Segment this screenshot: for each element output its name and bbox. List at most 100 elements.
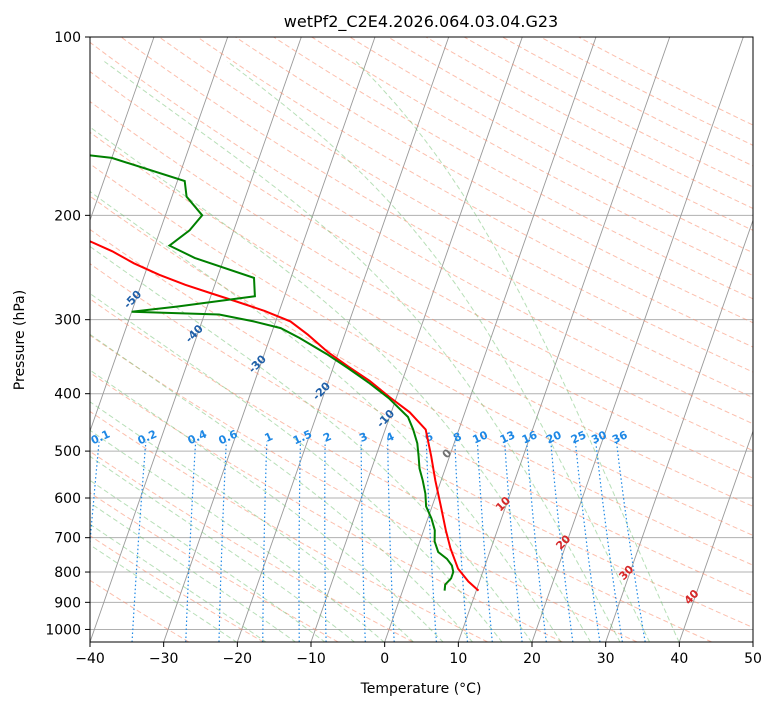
moist-adiabat-line [90, 479, 326, 642]
mixing-ratio-line [425, 441, 437, 642]
dry-adiabat-line [90, 163, 753, 536]
background-lines [0, 37, 753, 642]
dry-adiabat-line [90, 450, 414, 642]
y-tick-label: 400 [54, 387, 81, 403]
isotherm-line [752, 640, 753, 642]
mixing-ratio-label: 1 [263, 430, 275, 445]
moist-adiabat-line [90, 292, 503, 642]
y-tick-label: 100 [54, 30, 81, 46]
mixing-ratio-label: 16 [520, 428, 540, 446]
y-tick-label: 300 [54, 313, 81, 329]
adiabat-label: 10 [493, 494, 513, 514]
mixing-ratio-label: 1.5 [291, 427, 314, 447]
dry-adiabat-line [90, 195, 753, 566]
isotherm-line [457, 37, 671, 642]
dry-adiabat-line [90, 41, 753, 425]
mixing-ratio-line [504, 441, 523, 642]
isotherm-line [678, 429, 753, 642]
moist-adiabat-line [90, 455, 356, 642]
adiabat-label: -50 [121, 288, 144, 312]
moist-adiabat-line [90, 126, 591, 642]
x-tick-label: 10 [449, 651, 467, 667]
x-tick-label: 30 [597, 651, 615, 667]
mixing-ratio-line [476, 441, 493, 642]
moist-adiabat-line [90, 245, 532, 642]
mixing-ratio-label: 4 [384, 430, 397, 445]
dry-adiabat-line [90, 579, 190, 642]
chart-title: wetPf2_C2E4.2026.064.03.04.G23 [284, 12, 558, 32]
dry-adiabat-line [501, 37, 753, 167]
dry-adiabat-line [158, 37, 753, 373]
y-tick-label: 200 [54, 208, 81, 224]
mixing-ratio-line [131, 441, 147, 642]
mixing-ratio-label: 0.2 [136, 427, 159, 447]
dry-adiabat-line [348, 37, 753, 254]
dry-adiabat-line [90, 100, 753, 479]
mixing-ratio-label: 36 [610, 428, 630, 446]
moist-adiabat-line [90, 523, 267, 642]
dry-adiabat-line [90, 263, 753, 629]
isotherm-line [310, 37, 523, 642]
mixing-ratio-line [615, 441, 646, 642]
dry-adiabat-line [90, 535, 264, 642]
x-tick-label: 20 [523, 651, 541, 667]
y-tick-label: 900 [54, 595, 81, 611]
mixing-ratio-line [574, 441, 601, 642]
dry-adiabat-line [234, 37, 753, 324]
mixing-ratio-line [387, 441, 395, 642]
mixing-ratio-label: 0.6 [217, 427, 240, 447]
adiabat-label: 30 [616, 563, 636, 583]
moist-adiabat-line [90, 502, 297, 642]
y-axis-label: Pressure (hPa) [12, 290, 28, 390]
moist-adiabat-line [90, 369, 444, 642]
mixing-ratio-label: 30 [589, 428, 609, 446]
dry-adiabat-line [196, 37, 753, 348]
dry-adiabat-line [577, 37, 753, 126]
isotherm-line [90, 37, 155, 222]
profiles [90, 154, 480, 592]
x-tick-label: −10 [296, 651, 326, 667]
isotherm-line [0, 37, 7, 642]
mixing-ratio-labels: 0.1 0.2 0.4 0.6 1 1.5 2 3 4 6 8 10 13 16 20 25 30 36 [89, 427, 630, 447]
moist-adiabat-line [90, 190, 562, 642]
moist-adiabat-line [355, 61, 680, 642]
isotherm-line [605, 218, 753, 642]
x-tick-label: 50 [744, 651, 762, 667]
mixing-ratio-line [262, 441, 268, 642]
y-tick-label: 1000 [45, 622, 81, 638]
x-tick-label: 0 [380, 651, 389, 667]
mixing-ratio-line [595, 441, 623, 642]
dry-adiabat-line [120, 37, 753, 399]
mixing-ratio-line [298, 441, 301, 642]
dry-adiabat-line [90, 131, 753, 507]
isotherm-line [163, 37, 376, 642]
isotherm-line [236, 37, 450, 642]
mixing-ratio-line [526, 441, 547, 642]
mixing-ratio-label: 2 [321, 430, 333, 445]
dry-adiabat-line [90, 410, 488, 642]
x-tick-label: −30 [149, 651, 179, 667]
moist-adiabat-line [90, 401, 415, 642]
adiabat-label: -60 [63, 242, 86, 266]
mixing-ratio-label: 0.4 [186, 427, 209, 447]
mixing-ratio-line [324, 441, 327, 642]
dry-adiabat-line [90, 372, 563, 642]
dry-adiabat-line [90, 70, 753, 452]
isotherm-line [531, 37, 744, 642]
dewpoint-profile [90, 154, 455, 591]
y-tick-label: 800 [54, 565, 81, 581]
dry-adiabat-line [425, 37, 753, 210]
mixing-ratio-line [360, 441, 366, 642]
y-tick-label: 500 [54, 444, 81, 460]
temperature-profile [90, 240, 480, 592]
isotherm-line [384, 37, 597, 642]
y-tick-label: 700 [54, 531, 81, 547]
x-axis-ticks: −40 −30 −20 −10 0 10 20 30 40 50 [75, 642, 762, 667]
y-axis-ticks: 100 200 300 400 500 600 700 800 900 1000 [45, 30, 90, 638]
mixing-ratio-label: 13 [498, 428, 517, 446]
dry-adiabat-line [90, 298, 712, 642]
x-tick-label: −20 [223, 651, 253, 667]
dry-adiabat-line [90, 492, 339, 642]
adiabat-label: -20 [310, 379, 333, 403]
